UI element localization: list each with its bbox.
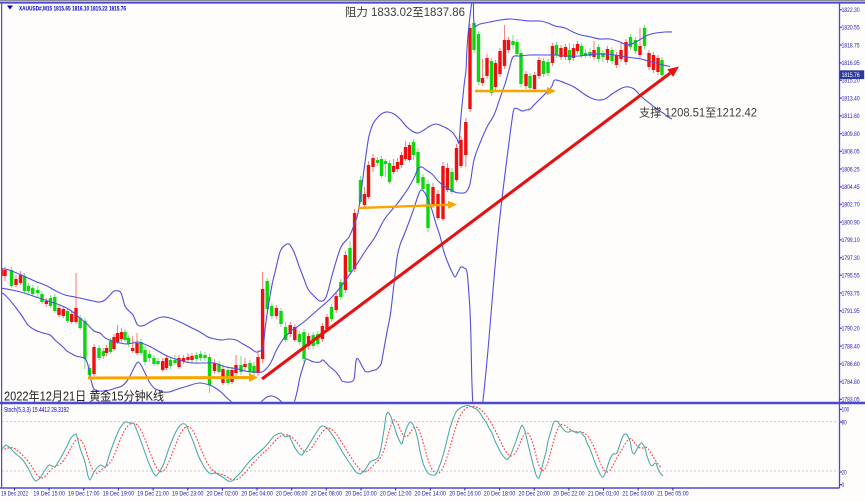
svg-text:21 Dec 01:00: 21 Dec 01:00 bbox=[588, 491, 620, 498]
svg-text:1799.10: 1799.10 bbox=[842, 237, 860, 244]
svg-text:1800.90: 1800.90 bbox=[842, 219, 860, 226]
svg-text:21 Dec 05:00: 21 Dec 05:00 bbox=[657, 491, 689, 498]
svg-text:20 Dec 08:00: 20 Dec 08:00 bbox=[311, 491, 343, 498]
svg-text:2022年12月21日 黄金15分钟K线: 2022年12月21日 黄金15分钟K线 bbox=[4, 389, 164, 404]
svg-text:19 Dec 23:00: 19 Dec 23:00 bbox=[172, 491, 204, 498]
svg-text:1804.45: 1804.45 bbox=[842, 184, 860, 191]
svg-text:1818.75: 1818.75 bbox=[842, 42, 860, 49]
svg-text:1808.05: 1808.05 bbox=[842, 149, 860, 156]
svg-text:20 Dec 10:00: 20 Dec 10:00 bbox=[345, 491, 377, 498]
svg-text:80: 80 bbox=[842, 419, 847, 426]
svg-text:支撑 1208.51至1212.42: 支撑 1208.51至1212.42 bbox=[639, 106, 757, 120]
svg-text:1786.60: 1786.60 bbox=[842, 361, 860, 368]
svg-text:1788.40: 1788.40 bbox=[842, 343, 860, 350]
svg-text:20: 20 bbox=[842, 469, 847, 476]
svg-text:20 Dec 02:00: 20 Dec 02:00 bbox=[207, 491, 239, 498]
svg-text:19 Dec 17:00: 19 Dec 17:00 bbox=[68, 491, 100, 498]
svg-text:19 Dec 2022: 19 Dec 2022 bbox=[1, 491, 28, 498]
svg-text:1790.20: 1790.20 bbox=[842, 326, 860, 333]
svg-text:XAUUSD#,M15 1815.65 1816.10 1: XAUUSD#,M15 1815.65 1816.10 1815.22 1815… bbox=[19, 6, 126, 13]
svg-text:Stoch(5,3,3) 15.4412 28.3192: Stoch(5,3,3) 15.4412 28.3192 bbox=[4, 407, 69, 414]
svg-text:1820.55: 1820.55 bbox=[842, 25, 860, 32]
svg-text:20 Dec 12:00: 20 Dec 12:00 bbox=[380, 491, 412, 498]
svg-text:1816.95: 1816.95 bbox=[842, 60, 860, 67]
svg-text:1815.20: 1815.20 bbox=[842, 78, 860, 85]
svg-text:1811.60: 1811.60 bbox=[842, 113, 860, 120]
svg-text:1793.75: 1793.75 bbox=[842, 290, 860, 297]
svg-text:20 Dec 20:00: 20 Dec 20:00 bbox=[519, 491, 551, 498]
svg-text:20 Dec 04:00: 20 Dec 04:00 bbox=[241, 491, 273, 498]
svg-text:1802.70: 1802.70 bbox=[842, 202, 860, 209]
svg-text:阻力 1833.02至1837.86: 阻力 1833.02至1837.86 bbox=[345, 6, 465, 19]
svg-text:19 Dec 15:00: 19 Dec 15:00 bbox=[33, 491, 65, 498]
svg-text:1813.40: 1813.40 bbox=[842, 95, 860, 102]
svg-text:1797.30: 1797.30 bbox=[842, 255, 860, 262]
svg-text:20 Dec 06:00: 20 Dec 06:00 bbox=[276, 491, 308, 498]
svg-text:20 Dec 18:00: 20 Dec 18:00 bbox=[484, 491, 516, 498]
svg-text:1815.76: 1815.76 bbox=[842, 72, 860, 79]
svg-text:1795.55: 1795.55 bbox=[842, 273, 860, 280]
svg-text:1791.95: 1791.95 bbox=[842, 308, 860, 315]
svg-text:20 Dec 22:00: 20 Dec 22:00 bbox=[553, 491, 585, 498]
svg-text:20 Dec 14:00: 20 Dec 14:00 bbox=[415, 491, 447, 498]
svg-text:19 Dec 19:00: 19 Dec 19:00 bbox=[103, 491, 135, 498]
svg-text:1809.80: 1809.80 bbox=[842, 131, 860, 138]
svg-text:20 Dec 16:00: 20 Dec 16:00 bbox=[449, 491, 481, 498]
svg-text:1806.25: 1806.25 bbox=[842, 166, 860, 173]
svg-text:19 Dec 21:00: 19 Dec 21:00 bbox=[137, 491, 169, 498]
svg-text:21 Dec 03:00: 21 Dec 03:00 bbox=[622, 491, 654, 498]
svg-text:1822.30: 1822.30 bbox=[842, 7, 860, 14]
svg-text:100: 100 bbox=[842, 407, 850, 414]
svg-text:1783.05: 1783.05 bbox=[842, 397, 860, 404]
svg-text:0: 0 bbox=[842, 482, 845, 489]
svg-text:1784.80: 1784.80 bbox=[842, 379, 860, 386]
